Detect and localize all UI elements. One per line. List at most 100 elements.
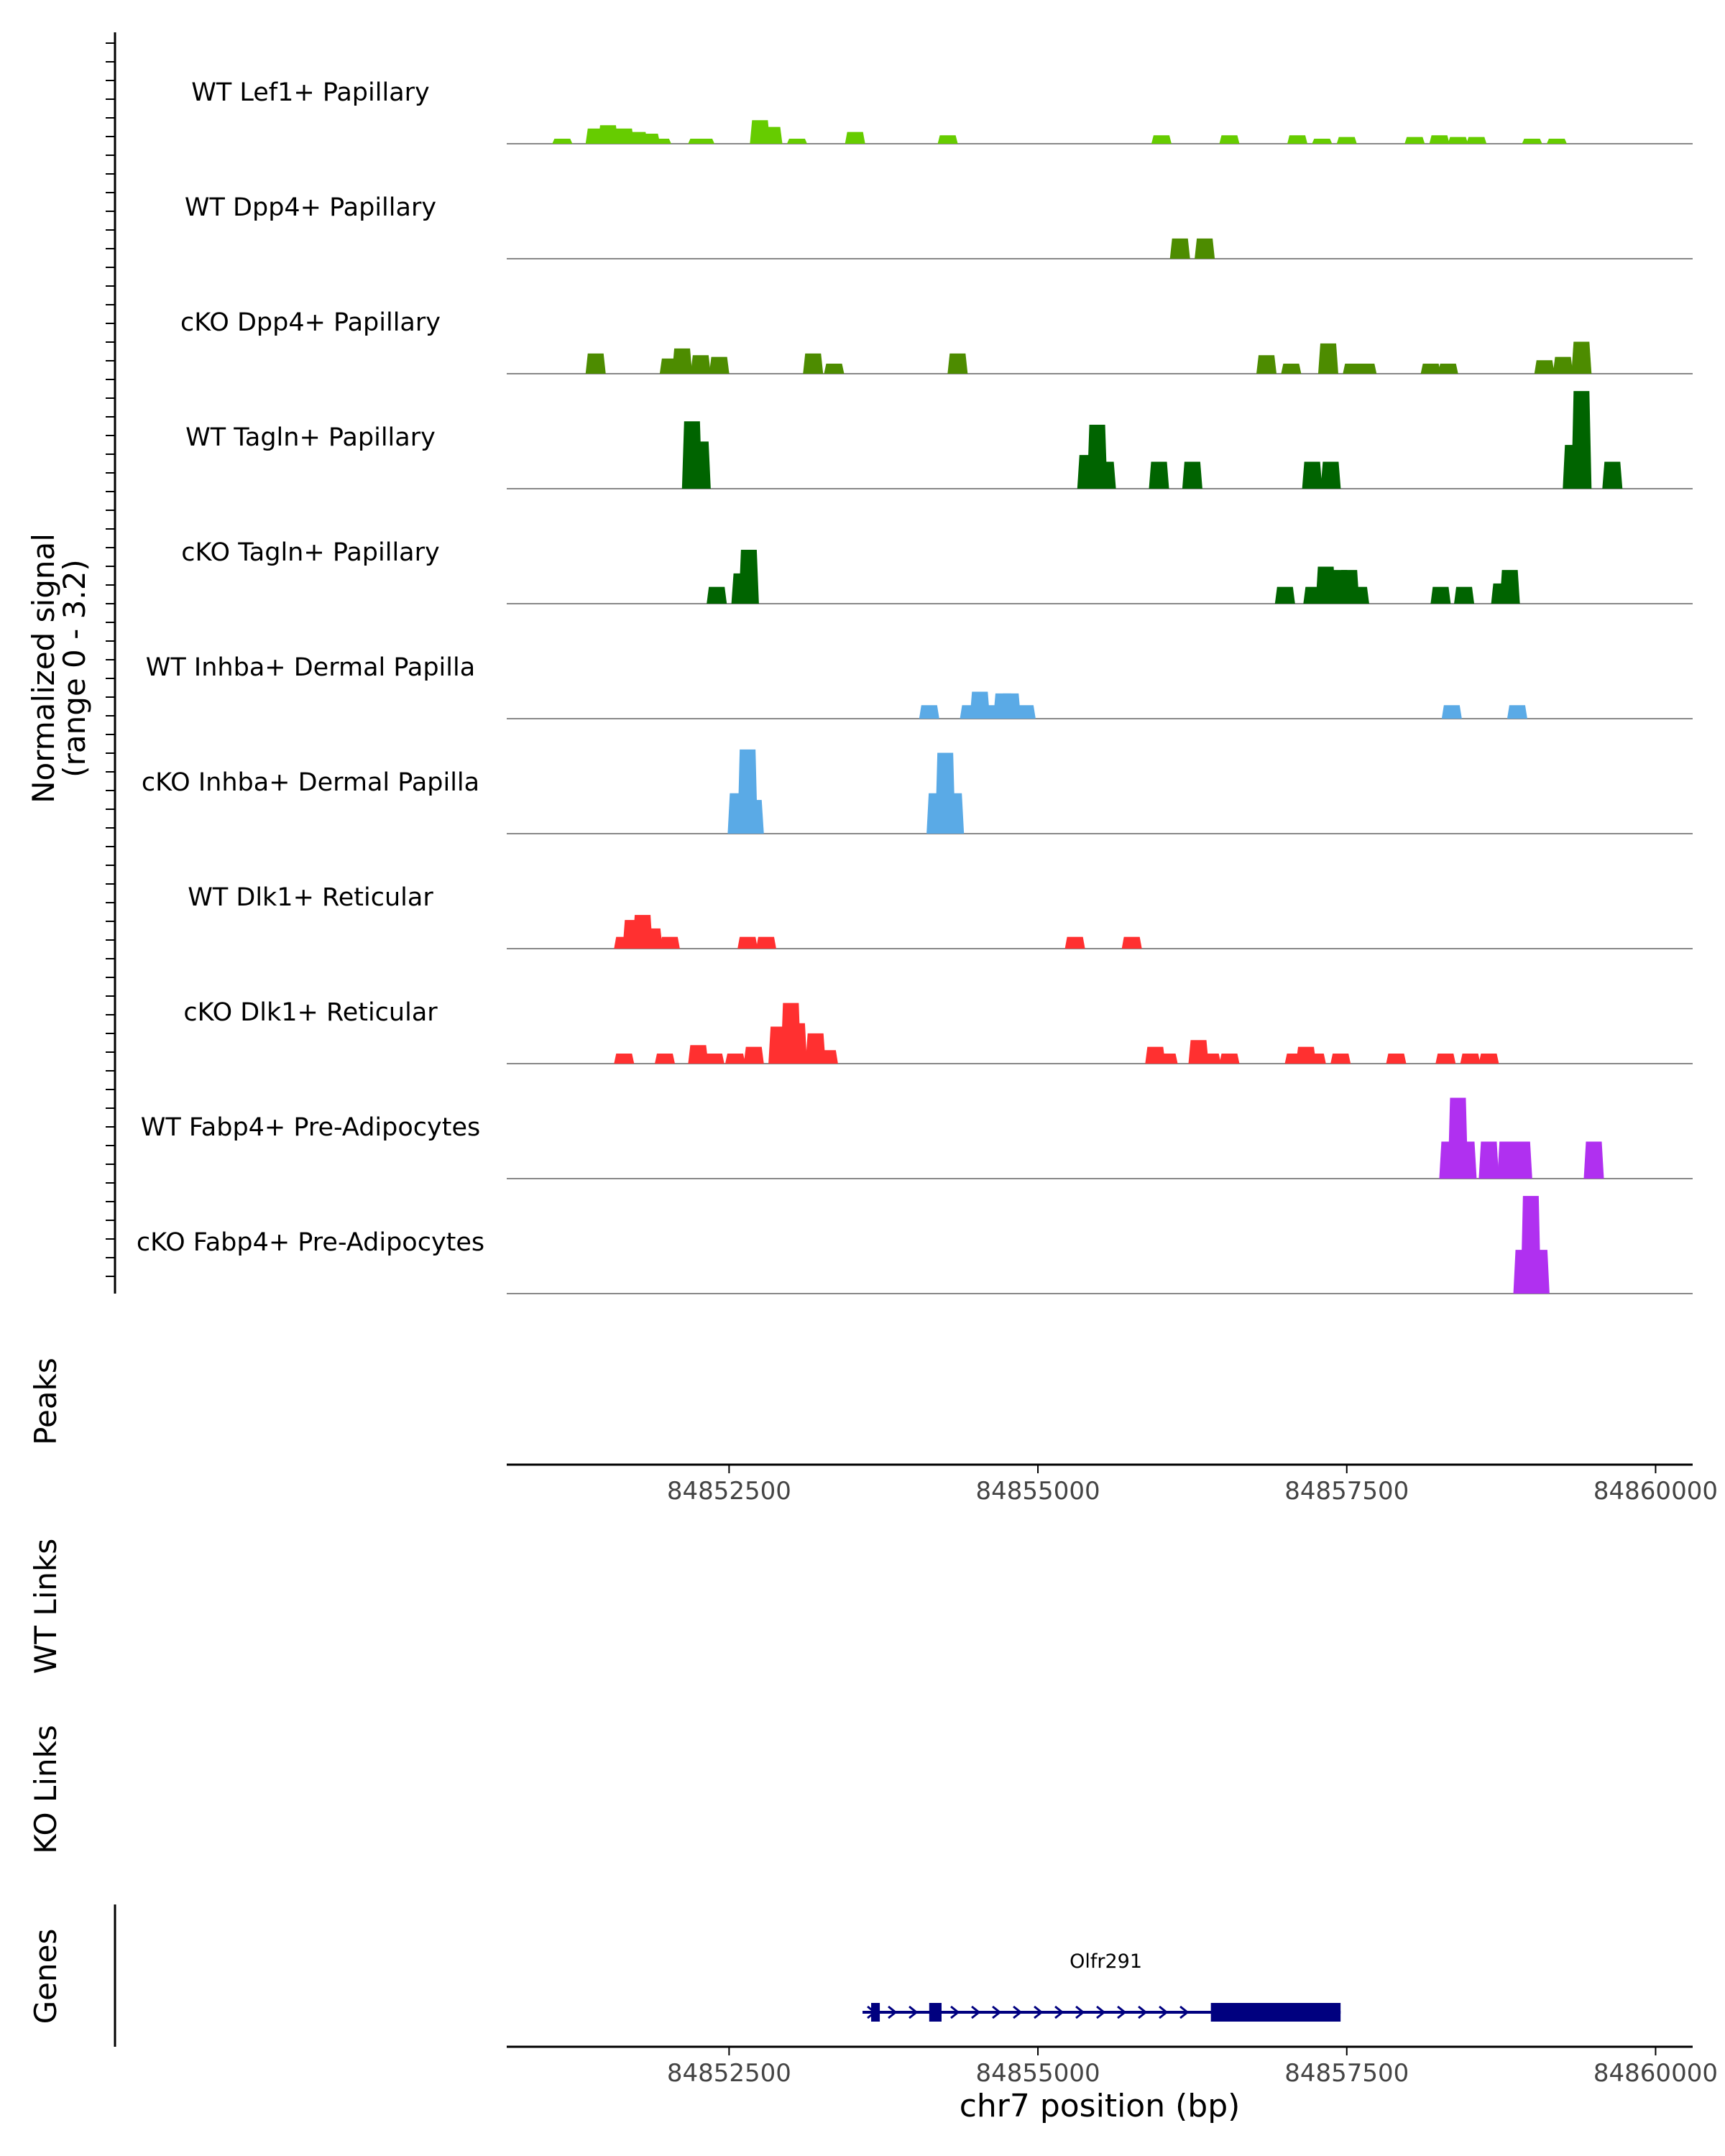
coverage-peak	[1356, 363, 1377, 374]
coverage-peak	[1305, 1053, 1326, 1064]
coverage-peak	[1348, 586, 1369, 604]
coverage-peak	[1151, 135, 1172, 144]
track: cKO Tagln+ Papillary	[181, 538, 1693, 604]
strand-arrow	[1054, 2005, 1064, 2019]
coverage-peak	[1195, 238, 1215, 259]
coverage-peak	[597, 125, 618, 144]
gene-exon	[929, 2003, 942, 2022]
coverage-peak	[614, 1053, 635, 1064]
strand-arrow	[908, 2005, 919, 2019]
coverage-peak	[655, 1053, 675, 1064]
track: cKO Dpp4+ Papillary	[180, 308, 1693, 374]
genes-x-ticks: 84852500 84855000 84857500 84860000	[667, 2047, 1718, 2088]
coverage-peak	[1583, 1141, 1604, 1179]
peaks-x-tick-label: 84857500	[1284, 1477, 1409, 1506]
coverage-peak	[1602, 461, 1623, 489]
track: cKO Dlk1+ Reticular	[183, 998, 1693, 1064]
coverage-peak	[786, 138, 807, 144]
strand-arrow	[1179, 2005, 1190, 2019]
track: cKO Inhba+ Dermal Papilla	[142, 749, 1693, 834]
coverage-peak	[690, 355, 711, 374]
coverage-peak	[824, 363, 845, 374]
coverage-peak	[738, 550, 759, 604]
coverage-peak	[1312, 138, 1333, 144]
coverage-peak	[1571, 341, 1592, 374]
track: WT Dlk1+ Reticular	[188, 883, 1693, 949]
coverage-peak	[786, 1023, 807, 1064]
coverage-peak	[1506, 705, 1527, 719]
genes-x-tick-label: 84860000	[1593, 2059, 1718, 2088]
coverage-peak	[1441, 705, 1462, 719]
track: WT Tagln+ Papillary	[185, 391, 1693, 489]
coverage-peak	[1448, 137, 1468, 144]
coverage-peak	[1546, 138, 1567, 144]
y-axis-title-line1: Normalized signal	[26, 533, 61, 803]
coverage-peak	[845, 132, 865, 144]
coverage-peak	[1466, 137, 1487, 144]
coverage-peak	[1499, 570, 1520, 604]
coverage-peak	[1336, 137, 1357, 144]
coverage-peak	[1478, 1141, 1499, 1179]
strand-arrow	[950, 2005, 960, 2019]
gene-model	[862, 2003, 1341, 2022]
coverage-peak	[1497, 1141, 1518, 1179]
coverage-peak	[1438, 363, 1458, 374]
track: WT Inhba+ Dermal Papilla	[146, 653, 1693, 719]
coverage-peak	[1512, 1141, 1532, 1179]
gene-exon	[1210, 2003, 1341, 2022]
strand-arrow	[1075, 2005, 1085, 2019]
coverage-peak	[1000, 693, 1021, 719]
gene-label: Olfr291	[1070, 1950, 1142, 1973]
strand-arrow	[992, 2005, 1002, 2019]
coverage-peak	[704, 1053, 724, 1064]
coverage-peak	[1460, 1053, 1481, 1064]
strand-arrow	[1096, 2005, 1106, 2019]
coverage-peak	[1274, 586, 1295, 604]
wt-links-panel-label: WT Links	[28, 1539, 63, 1674]
coverage-peak	[1149, 461, 1169, 489]
coverage-peak	[1302, 461, 1322, 489]
coverage-peak	[1064, 936, 1085, 949]
peaks-x-tick-label: 84860000	[1593, 1477, 1718, 1506]
coverage-peak	[947, 353, 968, 374]
coverage-tracks: WT Lef1+ Papillary WT Dpp4+ Papillary cKO …	[137, 78, 1693, 1294]
coverage-peak	[1281, 363, 1302, 374]
coverage-peak	[762, 126, 783, 144]
genes-x-tick-label: 84857500	[1284, 2059, 1409, 2088]
coverage-peak	[659, 936, 680, 949]
coverage-peak	[672, 348, 693, 374]
strand-arrow	[1117, 2005, 1127, 2019]
strand-arrow	[1159, 2005, 1169, 2019]
coverage-peak	[937, 135, 958, 144]
coverage-peak	[1157, 1053, 1178, 1064]
coverage-peak	[978, 705, 999, 719]
track-label: WT Tagln+ Papillary	[185, 423, 436, 452]
coverage-peak	[1435, 1053, 1456, 1064]
strand-arrow	[1013, 2005, 1023, 2019]
y-axis-title-line2: (range 0 - 3.2)	[57, 559, 92, 778]
coverage-peak	[552, 138, 573, 144]
track-label: cKO Inhba+ Dermal Papilla	[142, 768, 479, 797]
coverage-peak	[919, 705, 939, 719]
track-label: WT Fabp4+ Pre-Adipocytes	[141, 1113, 480, 1142]
gene-exon	[871, 2003, 880, 2022]
coverage-peak	[737, 936, 758, 949]
coverage-peak	[1095, 461, 1116, 489]
coverage-peak	[1534, 360, 1555, 374]
coverage-peak	[1219, 135, 1240, 144]
coverage-peak	[944, 793, 965, 834]
coverage-peak	[1219, 1053, 1240, 1064]
track-label: WT Dlk1+ Reticular	[188, 883, 433, 912]
coverage-peak	[1317, 343, 1338, 374]
coverage-peak	[1121, 936, 1142, 949]
coverage-peak	[724, 1053, 745, 1064]
coverage-peak	[743, 800, 764, 834]
strand-arrow	[971, 2005, 981, 2019]
peaks-x-tick-label: 84852500	[667, 1477, 791, 1506]
coverage-peak	[1478, 1053, 1499, 1064]
coverage-peak	[743, 1046, 764, 1064]
ko-links-panel-label: KO Links	[28, 1725, 63, 1854]
coverage-peak	[1287, 135, 1307, 144]
track-label: WT Dpp4+ Papillary	[185, 193, 436, 222]
